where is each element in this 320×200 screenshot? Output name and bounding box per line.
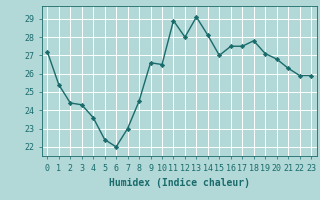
X-axis label: Humidex (Indice chaleur): Humidex (Indice chaleur) (109, 178, 250, 188)
